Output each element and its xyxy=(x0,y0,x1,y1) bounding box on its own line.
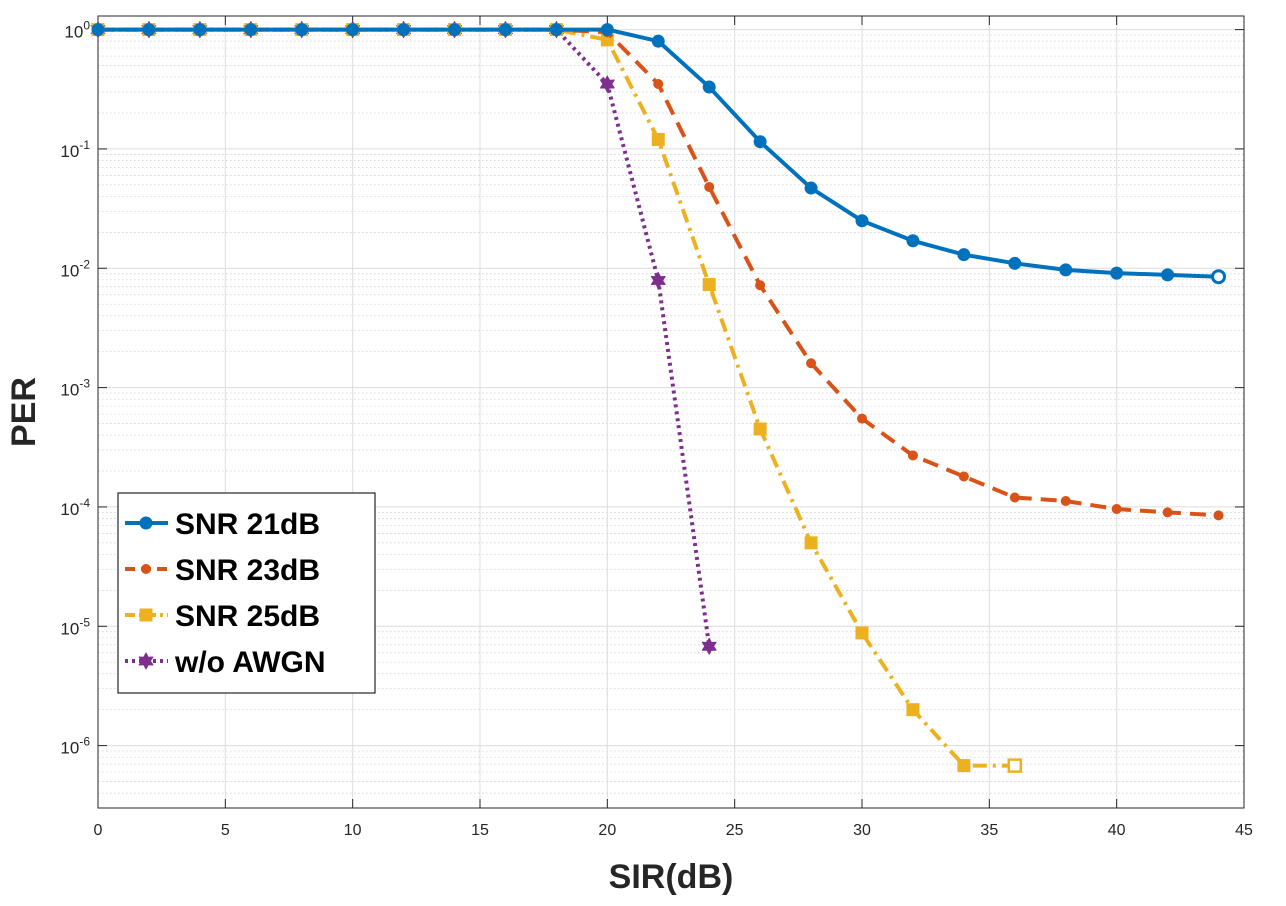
data-point xyxy=(701,637,717,655)
y-tick-labels: 100 10-1 10-2 10-3 10-4 10-5 10-6 xyxy=(60,19,90,758)
legend-marker xyxy=(138,652,154,670)
data-point xyxy=(957,248,971,262)
x-tick-label: 40 xyxy=(1108,822,1126,839)
y-tick-label: 10-3 xyxy=(60,377,90,400)
legend-entry: w/o AWGN xyxy=(125,646,326,679)
legend-label: SNR 23dB xyxy=(175,554,320,587)
y-tick-label: 10-6 xyxy=(60,735,90,758)
y-tick-label: 100 xyxy=(64,19,90,42)
x-tick-labels: 0 5 10 15 20 25 30 35 40 45 xyxy=(94,822,1253,839)
data-point xyxy=(1007,758,1023,773)
x-tick-label: 30 xyxy=(853,822,871,839)
data-point xyxy=(193,23,207,37)
legend-entry: SNR 25dB xyxy=(125,600,320,633)
data-point xyxy=(906,234,920,248)
data-point xyxy=(1161,268,1175,282)
legend-marker xyxy=(139,608,153,622)
data-point xyxy=(448,23,462,37)
legend-entry: SNR 21dB xyxy=(125,508,320,541)
x-axis-label: SIR(dB) xyxy=(609,858,734,896)
minor-grid xyxy=(98,34,1244,794)
data-point xyxy=(295,23,309,37)
legend-entry: SNR 23dB xyxy=(125,554,320,587)
data-point xyxy=(804,181,818,195)
data-point xyxy=(91,23,105,37)
legend: SNR 21dB SNR 23dB SNR 25dB w/o AWGN xyxy=(117,492,376,694)
data-point xyxy=(651,132,665,146)
data-point xyxy=(1060,496,1071,507)
data-point xyxy=(806,358,817,369)
data-point xyxy=(244,23,258,37)
series-layer xyxy=(90,21,1227,773)
x-tick-label: 0 xyxy=(94,822,103,839)
data-point xyxy=(397,23,411,37)
legend-label: SNR 21dB xyxy=(175,508,320,541)
plot-frame xyxy=(97,15,1245,809)
data-point xyxy=(907,450,918,461)
data-point xyxy=(702,278,716,292)
x-tick-label: 25 xyxy=(726,822,744,839)
data-point xyxy=(1009,492,1020,503)
data-point xyxy=(857,413,867,424)
data-point xyxy=(755,280,766,291)
data-point xyxy=(906,703,920,717)
y-tick-label: 10-1 xyxy=(60,138,90,161)
data-point xyxy=(1111,504,1122,515)
data-point xyxy=(804,536,818,550)
y-axis-label: PER xyxy=(5,377,43,447)
x-tick-label: 35 xyxy=(980,822,998,839)
legend-marker xyxy=(139,516,153,530)
data-point xyxy=(1059,263,1073,277)
data-point xyxy=(753,135,767,149)
y-tick-label: 10-2 xyxy=(60,257,90,280)
data-point xyxy=(958,471,969,482)
data-point xyxy=(651,34,665,48)
x-tick-label: 5 xyxy=(221,822,230,839)
data-point xyxy=(1211,269,1227,285)
data-point xyxy=(704,181,715,192)
data-point xyxy=(600,23,614,37)
data-point xyxy=(855,214,869,228)
data-point xyxy=(599,75,615,93)
y-tick-label: 10-4 xyxy=(60,496,90,519)
data-point xyxy=(1162,507,1173,518)
axis-ticks xyxy=(97,16,1245,808)
data-point xyxy=(650,271,666,289)
data-point xyxy=(1008,256,1022,270)
x-tick-label: 20 xyxy=(598,822,616,839)
y-tick-label: 10-5 xyxy=(60,615,90,638)
x-tick-label: 10 xyxy=(344,822,362,839)
data-point xyxy=(855,626,869,640)
series-snr-21db xyxy=(91,23,1227,285)
data-point xyxy=(753,422,767,436)
data-point xyxy=(653,79,664,90)
data-point xyxy=(1213,510,1224,521)
legend-label: w/o AWGN xyxy=(174,646,326,679)
data-point xyxy=(142,23,156,37)
data-point xyxy=(1110,266,1124,280)
data-point xyxy=(549,23,563,37)
data-point xyxy=(957,759,971,773)
data-point xyxy=(702,80,716,94)
legend-marker xyxy=(141,564,151,574)
x-tick-label: 45 xyxy=(1235,822,1253,839)
data-point xyxy=(498,23,512,37)
data-point xyxy=(346,23,360,37)
legend-label: SNR 25dB xyxy=(175,600,320,633)
x-tick-label: 15 xyxy=(471,822,489,839)
